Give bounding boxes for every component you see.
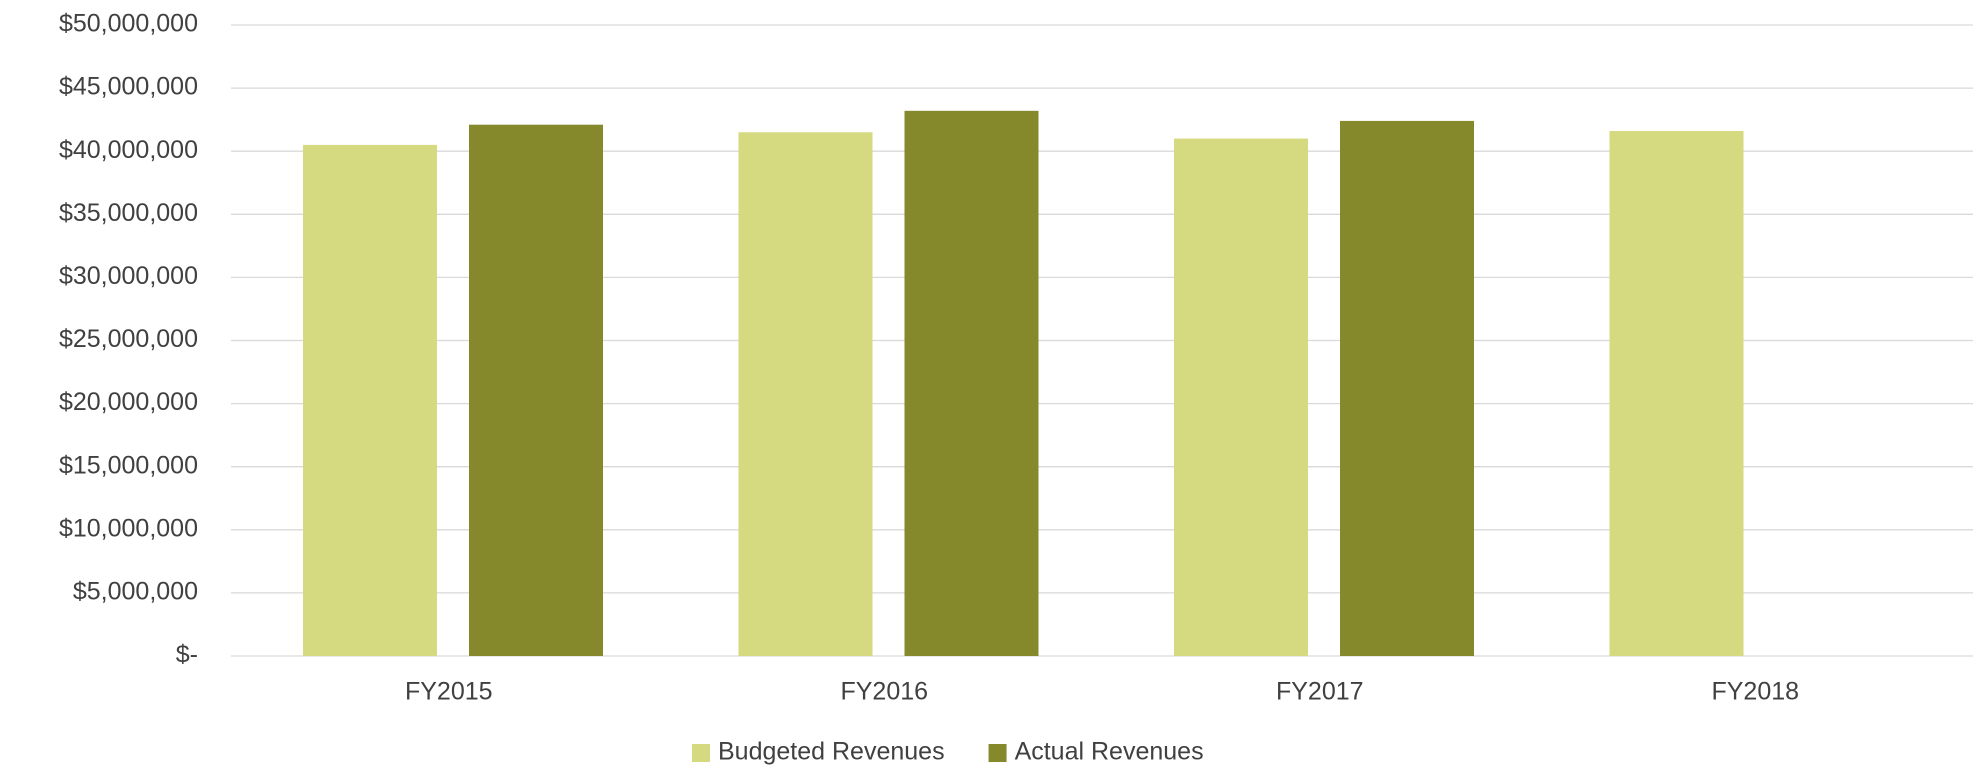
x-tick-label: FY2017	[1276, 678, 1364, 706]
bar	[904, 110, 1039, 657]
bar	[1609, 131, 1744, 656]
bar	[738, 132, 873, 656]
x-tick-label: FY2016	[840, 678, 928, 706]
y-tick-label: $25,000,000	[59, 325, 198, 353]
y-tick-label: $50,000,000	[59, 10, 198, 38]
y-tick-label: $15,000,000	[59, 451, 198, 479]
y-tick-label: $40,000,000	[59, 136, 198, 164]
legend-label: Budgeted Revenues	[718, 738, 945, 766]
y-tick-label: $-	[176, 641, 198, 669]
bar	[469, 124, 603, 656]
y-tick-label: $35,000,000	[59, 199, 198, 227]
bar	[1174, 138, 1308, 656]
legend-label: Actual Revenues	[1015, 738, 1204, 766]
y-tick-label: $45,000,000	[59, 73, 198, 101]
y-tick-label: $5,000,000	[73, 578, 198, 606]
legend-swatch	[692, 744, 710, 762]
legend: Budgeted Revenues Actual Revenues	[692, 738, 1204, 766]
y-tick-label: $20,000,000	[59, 388, 198, 416]
legend-swatch	[988, 744, 1007, 762]
x-tick-label: FY2015	[405, 678, 493, 706]
bar	[303, 144, 437, 656]
x-tick-label: FY2018	[1711, 678, 1799, 706]
y-tick-label: $10,000,000	[59, 514, 198, 542]
bar	[1340, 120, 1474, 657]
y-tick-label: $30,000,000	[59, 262, 198, 290]
